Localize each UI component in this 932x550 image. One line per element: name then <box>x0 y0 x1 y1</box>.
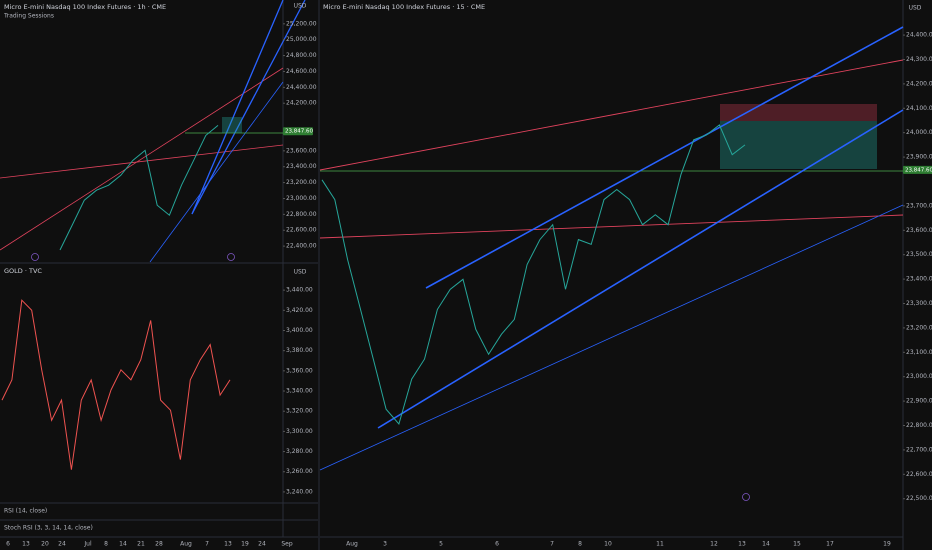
y-tick-label: 22,400.00 <box>286 243 317 250</box>
x-tick-label: Aug <box>180 541 192 548</box>
y-tick-label: 3,360.00 <box>286 367 313 374</box>
x-tick-label: 20 <box>41 541 49 548</box>
price-line <box>321 124 746 426</box>
drawings <box>319 26 904 501</box>
x-tick-label: 3 <box>383 541 387 548</box>
chart-title: Micro E-mini Nasdaq 100 Index Futures · … <box>323 3 485 11</box>
x-tick-label: Aug <box>346 541 358 548</box>
x-tick-label: 24 <box>58 541 66 548</box>
x-tick-label: Jul <box>83 541 92 548</box>
currency: USD <box>909 5 922 12</box>
price-tag-label: 23,847.60 <box>285 129 313 135</box>
price-tag <box>283 127 313 136</box>
indicator-label: Stoch RSI (3, 3, 14, 14, close) <box>4 525 93 532</box>
y-tick-label: 23,400.00 <box>286 163 317 170</box>
y-tick-label: 22,800.00 <box>906 422 932 429</box>
price-tag <box>903 165 932 174</box>
chart-subtitle: Trading Sessions <box>3 13 54 20</box>
y-tick-label: 3,340.00 <box>286 388 313 395</box>
y-tick-label: 22,500.00 <box>906 495 932 502</box>
y-tick-label: 23,400.00 <box>906 276 932 283</box>
y-tick-label: 22,600.00 <box>286 227 317 234</box>
x-tick-label: 19 <box>883 541 891 548</box>
y-tick-label: 24,400.00 <box>906 32 932 39</box>
x-tick-label: 8 <box>578 541 582 548</box>
y-tick-label: 25,000.00 <box>286 36 317 43</box>
x-tick-label: 11 <box>656 541 664 548</box>
y-tick-label: 23,200.00 <box>906 324 932 331</box>
x-tick-label: 6 <box>6 541 10 548</box>
x-tick-label: 13 <box>224 541 232 548</box>
y-tick-label: 22,600.00 <box>906 471 932 478</box>
x-tick-label: 7 <box>205 541 209 548</box>
y-tick-label: 23,700.00 <box>906 202 932 209</box>
y-tick-label: 3,420.00 <box>286 307 313 314</box>
y-tick-label: 3,380.00 <box>286 347 313 354</box>
y-tick-label: 24,600.00 <box>286 68 317 75</box>
x-tick-label: 19 <box>241 541 249 548</box>
y-tick-label: 24,100.00 <box>906 105 932 112</box>
price-tag-label: 23,847.60 <box>905 167 932 173</box>
y-tick-label: 22,800.00 <box>286 211 317 218</box>
currency: USD <box>294 269 307 276</box>
chart-title: Micro E-mini Nasdaq 100 Index Futures · … <box>4 3 166 11</box>
drawings <box>0 0 306 263</box>
x-tick-label: 7 <box>550 541 554 548</box>
indicator-label: RSI (14, close) <box>4 508 47 515</box>
y-tick-label: 23,000.00 <box>906 373 932 380</box>
y-tick-label: 24,200.00 <box>906 80 932 87</box>
y-tick-label: 24,300.00 <box>906 56 932 63</box>
y-tick-label: 3,260.00 <box>286 468 313 475</box>
y-tick-label: 24,800.00 <box>286 52 317 59</box>
x-tick-label: 15 <box>793 541 801 548</box>
y-tick-label: 22,900.00 <box>906 398 932 405</box>
y-tick-label: 23,600.00 <box>906 227 932 234</box>
price-line <box>1 299 231 470</box>
y-tick-label: 23,100.00 <box>906 349 932 356</box>
y-tick-label: 23,300.00 <box>906 300 932 307</box>
x-tick-label: 14 <box>119 541 127 548</box>
y-tick-label: 22,700.00 <box>906 446 932 453</box>
x-tick-label: 13 <box>738 541 746 548</box>
y-tick-label: 23,600.00 <box>286 147 317 154</box>
y-tick-label: 25,200.00 <box>286 20 317 27</box>
y-tick-label: 3,280.00 <box>286 448 313 455</box>
price-line <box>59 125 219 251</box>
y-tick-label: 23,900.00 <box>906 154 932 161</box>
x-tick-label: 24 <box>258 541 266 548</box>
y-tick-label: 3,440.00 <box>286 287 313 294</box>
y-tick-label: 23,200.00 <box>286 179 317 186</box>
y-tick-label: 3,300.00 <box>286 428 313 435</box>
currency: USD <box>294 3 307 10</box>
y-tick-label: 24,200.00 <box>286 100 317 107</box>
y-tick-label: 3,240.00 <box>286 488 313 495</box>
x-tick-label: 17 <box>826 541 834 548</box>
x-tick-label: 13 <box>22 541 30 548</box>
chart-title: GOLD · TVC <box>4 267 42 275</box>
x-tick-label: 10 <box>604 541 612 548</box>
y-tick-label: 23,000.00 <box>286 195 317 202</box>
y-tick-label: 3,320.00 <box>286 408 313 415</box>
y-tick-label: 24,400.00 <box>286 84 317 91</box>
x-tick-label: 14 <box>762 541 770 548</box>
x-tick-label: 21 <box>137 541 145 548</box>
x-tick-label: 28 <box>155 541 163 548</box>
x-tick-label: 8 <box>104 541 108 548</box>
y-tick-label: 23,500.00 <box>906 251 932 258</box>
x-tick-label: 6 <box>495 541 499 548</box>
x-tick-label: 5 <box>439 541 443 548</box>
y-tick-label: 24,000.00 <box>906 129 932 136</box>
x-tick-label: 12 <box>710 541 718 548</box>
x-tick-label: Sep <box>281 541 293 548</box>
y-tick-label: 3,400.00 <box>286 327 313 334</box>
